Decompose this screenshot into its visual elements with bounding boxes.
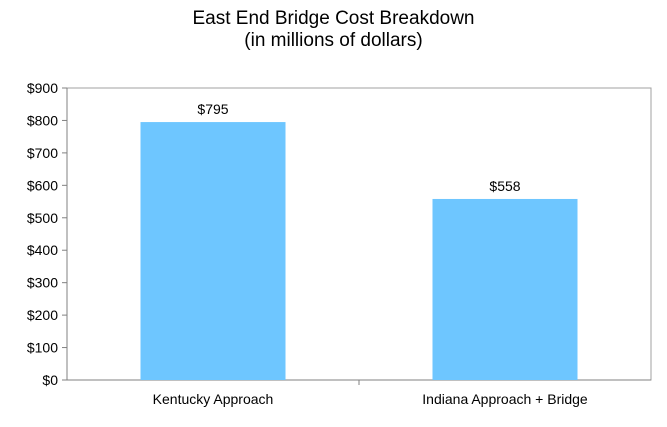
bar [432, 198, 578, 380]
y-tick-label: $600 [27, 177, 58, 193]
chart-title: East End Bridge Cost Breakdown [192, 8, 475, 29]
bar [140, 122, 286, 381]
y-tick-label: $700 [27, 145, 58, 161]
x-tick-label: Kentucky Approach [153, 391, 274, 407]
y-tick-label: $900 [27, 80, 58, 96]
data-label: $558 [489, 178, 520, 194]
y-tick-label: $100 [27, 340, 58, 356]
y-tick-label: $500 [27, 210, 58, 226]
x-tick-label: Indiana Approach + Bridge [422, 391, 588, 407]
labels: $0 $100 $200 $300 $400 $500 $600 $700 $800 $900 Ke… [27, 80, 588, 407]
y-tick-label: $400 [27, 242, 58, 258]
data-label: $795 [197, 101, 228, 117]
chart-subtitle: (in millions of dollars) [244, 30, 423, 51]
y-tick-label: $800 [27, 112, 58, 128]
y-tick-label: $0 [42, 372, 58, 388]
bars [140, 122, 578, 381]
y-tick-label: $200 [27, 307, 58, 323]
y-tick-label: $300 [27, 275, 58, 291]
